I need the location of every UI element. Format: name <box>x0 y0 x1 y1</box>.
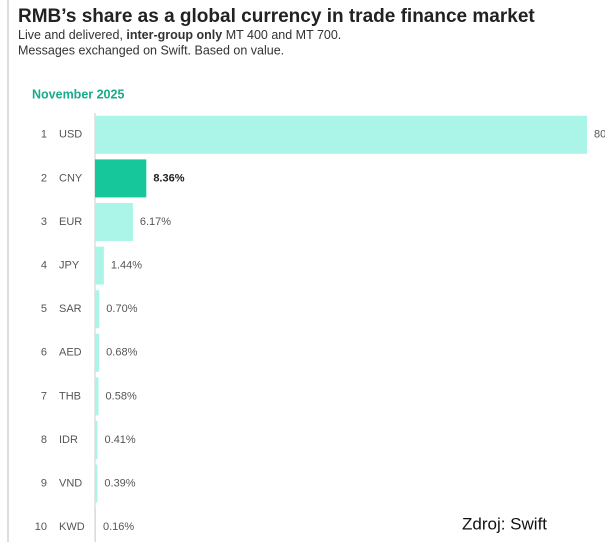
rank-label: 1 <box>41 129 47 141</box>
bar <box>95 508 96 542</box>
rank-label: 5 <box>41 303 47 315</box>
rank-label: 7 <box>41 390 47 402</box>
value-label: 8.36% <box>153 172 184 184</box>
bar <box>95 115 587 154</box>
bar <box>95 377 99 416</box>
category-label: VND <box>59 478 82 490</box>
value-label: 0.16% <box>103 521 134 533</box>
value-label: 0.68% <box>106 347 137 359</box>
category-label: IDR <box>59 434 78 446</box>
category-label: AED <box>59 347 82 359</box>
rank-label: 10 <box>35 521 47 533</box>
bar <box>95 464 98 503</box>
value-label: 1.44% <box>111 260 142 272</box>
bar <box>95 333 100 372</box>
subtitle-part: MT 400 and MT 700. <box>222 28 341 42</box>
subtitle-part: Live and delivered, <box>18 28 126 42</box>
rank-label: 6 <box>41 347 47 359</box>
value-label: 0.58% <box>106 390 137 402</box>
bar <box>95 203 133 241</box>
category-label: KWD <box>59 521 85 533</box>
rank-label: 4 <box>41 260 47 272</box>
bar <box>95 290 100 329</box>
category-label: USD <box>59 129 82 141</box>
rank-label: 8 <box>41 434 47 446</box>
rank-label: 2 <box>41 172 47 184</box>
category-label: SAR <box>59 303 82 315</box>
chart-title: RMB’s share as a global currency in trad… <box>18 6 535 27</box>
value-label: 0.39% <box>104 478 135 490</box>
bar <box>95 246 104 285</box>
category-label: THB <box>59 390 81 402</box>
value-label: 0.41% <box>105 434 136 446</box>
subtitle: Live and delivered, inter-group only MT … <box>18 28 341 42</box>
bar <box>95 159 147 198</box>
category-label: EUR <box>59 216 82 228</box>
value-label: 6.17% <box>140 216 171 228</box>
rank-label: 9 <box>41 478 47 490</box>
category-label: JPY <box>59 260 80 272</box>
value-label: 80.15% <box>594 129 605 141</box>
subtitle-part: inter-group only <box>126 28 222 42</box>
source: Zdroj: Swift <box>462 514 547 533</box>
subtitle: Messages exchanged on Swift. Based on va… <box>18 43 284 57</box>
value-label: 0.70% <box>106 303 137 315</box>
rank-label: 3 <box>41 216 47 228</box>
category-label: CNY <box>59 172 83 184</box>
bar <box>95 421 98 459</box>
period-label: November 2025 <box>32 87 124 101</box>
